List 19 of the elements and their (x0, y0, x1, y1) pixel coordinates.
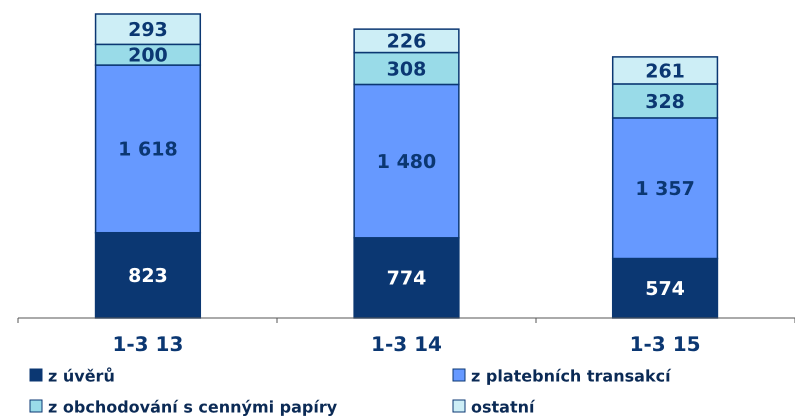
legend-label: ostatní (471, 398, 536, 417)
x-tick-label: 1-3 13 (112, 332, 184, 356)
legend-label: z úvěrů (48, 366, 115, 386)
x-tick-label: 1-3 15 (630, 332, 701, 356)
legend-label: z platebních transakcí (471, 366, 672, 386)
legend-label: z obchodování s cennými papíry (48, 398, 338, 417)
data-label: 328 (645, 90, 685, 113)
data-label: 1 480 (376, 150, 436, 173)
data-label: 226 (386, 30, 426, 53)
data-label: 1 618 (118, 138, 178, 161)
data-label: 293 (128, 19, 168, 42)
x-tick-label: 1-3 14 (371, 332, 442, 356)
data-label: 200 (128, 44, 168, 67)
data-label: 823 (128, 265, 168, 288)
data-label: 574 (645, 278, 685, 300)
data-label: 261 (645, 60, 685, 82)
data-label: 774 (386, 268, 426, 290)
data-label: 308 (386, 58, 426, 80)
data-label: 1 357 (635, 178, 695, 200)
